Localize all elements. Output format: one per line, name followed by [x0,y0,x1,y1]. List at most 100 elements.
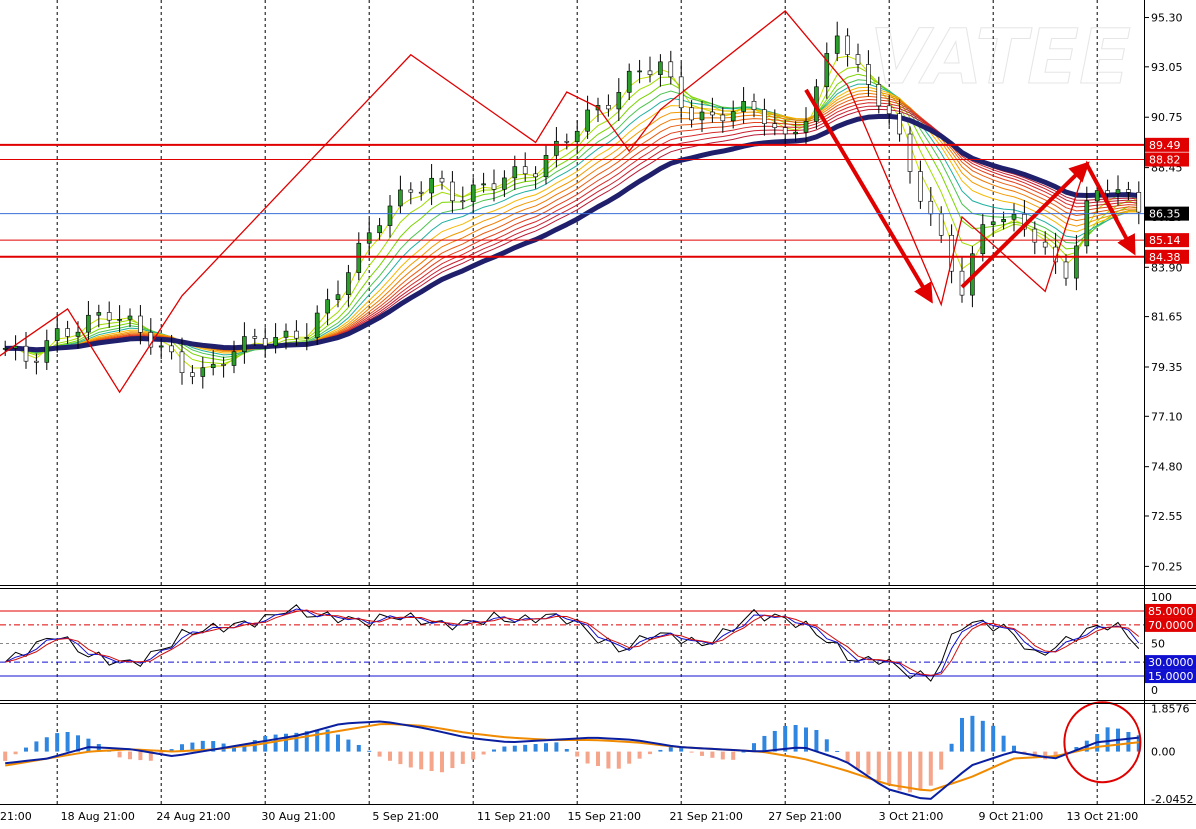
candle-body [606,105,611,110]
macd-histogram-bar [294,732,299,752]
macd-histogram-bar [772,730,777,752]
candle-body [314,312,320,338]
y-tick-label: 90.75 [1151,111,1183,124]
zigzag-line [0,10,1119,394]
x-tick-label: 3 Oct 21:00 [879,810,944,823]
x-tick-label: 27 Sep 21:00 [768,810,841,823]
macd-pane: 1.8576 0.00 -2.0452 [3,701,1193,806]
candle-body [158,345,164,348]
candle-body [138,315,143,333]
candle-body [824,53,830,88]
macd-histogram-bar [949,743,954,752]
candle-body [450,181,455,202]
macd-histogram-bar [793,724,798,752]
price-tag-label: 89.49 [1149,139,1181,152]
candle-body [366,232,372,244]
osc-level-tag [1145,669,1196,684]
macd-histogram-bar [180,744,184,752]
macd-histogram-bar [710,751,715,758]
y-tick-label: 70.25 [1151,560,1183,573]
macd-histogram-bar [824,739,829,752]
candle-body [418,191,424,194]
macd-histogram-bar [544,743,548,752]
macd-histogram-bar [377,751,382,757]
candle-body [1115,189,1121,194]
macd-histogram-bar [273,734,278,752]
pane-frames [0,0,1196,805]
y-tick-label: 79.35 [1151,361,1183,374]
macd-histogram-bar [980,720,985,752]
macd-histogram-bar [679,747,684,752]
candle-body [96,312,102,316]
macd-histogram-bar [481,751,486,755]
price-tag-label: 84.38 [1149,251,1181,264]
macd-histogram-bar [648,751,652,755]
time-axis: 21:00 18 Aug 21:00 24 Aug 21:00 30 Aug 21:0… [0,810,1138,823]
y-tick-label: 81.65 [1151,311,1183,324]
price-pane: 95.3093.0590.7588.4586.2083.9081.6579.35… [0,0,1189,585]
x-tick-label: 11 Sep 21:00 [477,810,550,823]
macd-histogram-bar [128,751,132,760]
macd-histogram-bar [960,717,964,752]
macd-histogram-bar [752,743,756,752]
candle-body [782,127,788,135]
macd-histogram-bar [637,751,642,759]
price-tag [1145,206,1189,221]
candle-body [980,224,986,255]
macd-histogram-bar [13,751,18,755]
macd-histogram-bar [876,751,881,781]
x-tick-label: 21:00 [0,810,32,823]
candle-body [502,177,507,190]
candle-body [190,372,195,377]
candle-body [481,183,486,186]
candle-body [1136,192,1142,213]
macd-histogram-bar [970,715,975,752]
macd-histogram-bar [585,751,590,764]
candle-body [283,330,289,338]
x-tick-label: 5 Sep 21:00 [372,810,438,823]
candle-body [886,105,892,114]
candle-body [387,205,393,226]
macd-histogram-bar [700,751,704,756]
macd-histogram-bar [1012,745,1016,752]
candle-body [730,111,736,122]
candle-body [1032,228,1038,243]
macd-histogram-bar [24,747,28,752]
price-tag [1145,152,1189,167]
candle-body [907,133,913,172]
candle-body [23,345,29,362]
macd-histogram-bar [897,751,902,791]
macd-histogram-bar [117,751,122,758]
macd-histogram-bar [138,751,143,761]
candle-body [44,340,50,363]
macd-histogram-bar [866,751,871,775]
osc-signal-line [5,609,1140,676]
macd-histogram-bar [325,729,330,752]
x-tick-label: 15 Sep 21:00 [568,810,641,823]
candle-body [335,294,341,300]
candle-body [1011,214,1017,220]
candle-body [626,70,632,93]
candle-body [772,123,778,128]
macd-histogram-bar [512,745,517,752]
candle-body [1042,241,1048,248]
macd-histogram-bar [408,751,413,768]
macd-histogram-bar [908,751,912,793]
macd-histogram-bar [190,742,195,752]
osc-main-line [4,608,1140,677]
y-tick-label: 93.05 [1151,61,1183,74]
osc-level-tag [1145,655,1196,670]
candle-body [1074,245,1079,279]
candle-body [13,345,18,349]
macd-histogram-bar [211,741,216,752]
candle-body [1105,190,1110,194]
candle-body [273,337,278,347]
macd-histogram-bar [658,749,663,752]
slow-moving-average [5,113,1140,353]
candle-body [2,348,8,350]
y-tick-label: 72.55 [1151,510,1183,523]
candle-body [616,92,622,110]
macd-histogram-bar [44,737,49,752]
x-tick-label: 13 Oct 21:00 [1067,810,1139,823]
